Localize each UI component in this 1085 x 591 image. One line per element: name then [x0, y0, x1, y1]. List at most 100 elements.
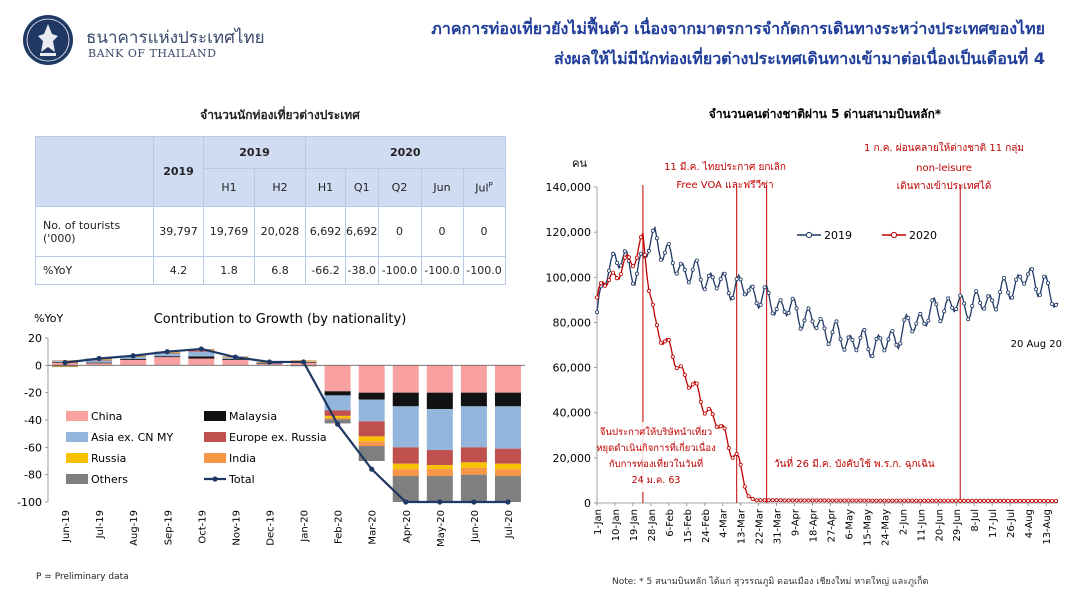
series-point-2020: [694, 381, 699, 386]
series-point-2020: [854, 498, 859, 503]
preliminary-mark: P: [488, 180, 493, 189]
series-point-2019: [930, 298, 935, 303]
series-point-2019: [782, 309, 787, 314]
series-point-2020: [810, 498, 815, 503]
bar-segment-russia: [426, 465, 453, 470]
legend-label-2019: 2019: [824, 229, 852, 242]
series-point-2020: [607, 278, 612, 283]
line-chart-end-label: 20 Aug 20: [1011, 339, 1062, 350]
series-point-2019: [882, 348, 887, 353]
legend-label-others: Others: [91, 473, 128, 486]
legend-swatch-marker-2019: [805, 231, 813, 239]
series-point-2019: [750, 284, 755, 289]
series-point-2020: [1049, 498, 1054, 503]
series-point-2019: [611, 251, 616, 256]
series-point-2019: [822, 326, 827, 331]
series-point-2020: [802, 498, 807, 503]
legend-label-total: Total: [228, 473, 255, 486]
series-point-2019: [910, 329, 915, 334]
series-point-2019: [770, 311, 775, 316]
bar-chart-x-tick-label: Nov-19: [231, 510, 242, 546]
bar-segment-china: [426, 365, 453, 393]
series-point-2020: [898, 498, 903, 503]
total-growth-point: [335, 421, 341, 427]
bank-name-thai: ธนาคารแห่งประเทศไทย: [86, 28, 265, 48]
line-chart-x-tick-label: 13-Aug: [1042, 509, 1053, 545]
series-point-2019: [786, 310, 791, 315]
series-point-2020: [774, 498, 779, 503]
bar-segment-china: [392, 365, 419, 393]
series-point-2020: [934, 498, 939, 503]
series-point-2019: [670, 260, 675, 265]
series-point-2020: [830, 498, 835, 503]
bar-segment-russia: [358, 436, 385, 442]
bar-segment-asia: [188, 351, 215, 357]
series-point-2019: [854, 348, 859, 353]
bar-segment-asia: [494, 406, 521, 449]
series-point-2019: [834, 319, 839, 324]
series-point-2020: [906, 498, 911, 503]
series-point-2020: [603, 283, 608, 288]
series-point-2020: [1033, 498, 1038, 503]
total-growth-point: [505, 499, 511, 505]
table-header-cell: H1: [203, 168, 255, 207]
bar-segment-russia: [460, 462, 487, 468]
legend-label-malaysia: Malaysia: [229, 410, 277, 423]
series-point-2019: [898, 341, 903, 346]
series-point-2020: [1010, 498, 1015, 503]
row-label-line-1: No. of tourists: [43, 218, 121, 232]
bar-segment-china: [494, 365, 521, 393]
line-chart-x-tick-label: 22-Mar: [755, 508, 766, 544]
bar-chart-x-tick-label: Jul-19: [95, 510, 106, 539]
series-point-2019: [690, 267, 695, 272]
series-point-2019: [902, 317, 907, 322]
legend-label-china: China: [91, 410, 122, 423]
series-point-2019: [798, 326, 803, 331]
series-point-2020: [910, 498, 915, 503]
series-point-2019: [794, 306, 799, 311]
series-point-2019: [678, 261, 683, 266]
bar-segment-russia: [324, 415, 351, 418]
bar-chart-x-tick-label: Sep-19: [163, 510, 174, 545]
table-cell: 39,797: [153, 206, 204, 257]
series-point-2019: [742, 292, 747, 297]
legend-swatch-marker-2020: [890, 231, 898, 239]
series-point-2020: [930, 498, 935, 503]
line-chart-x-tick-label: 24-May: [880, 509, 891, 546]
bar-chart-title: Contribution to Growth (by nationality): [154, 312, 407, 327]
series-point-2019: [942, 309, 947, 314]
series-point-2019: [607, 268, 612, 273]
series-point-2019: [710, 275, 715, 280]
table-header-cell-jul: JulP: [462, 168, 506, 207]
series-point-2020: [786, 498, 791, 503]
series-point-2019: [818, 316, 823, 321]
series-point-2019: [662, 250, 667, 255]
line-chart-y-tick-label: 60,000: [553, 362, 592, 375]
series-point-2019: [838, 337, 843, 342]
table-cell: -66.2: [305, 256, 346, 285]
bar-segment-russia: [392, 463, 419, 470]
legend-swatch-malaysia: [204, 411, 226, 421]
footnote-airports: Note: * 5 สนามบินหลัก ได้แก่ สุวรรณภูมิ …: [612, 577, 929, 587]
legend-label-russia: Russia: [91, 452, 126, 465]
total-growth-line: [64, 347, 508, 504]
series-point-2019: [802, 318, 807, 323]
series-point-2020: [946, 498, 951, 503]
series-point-2019: [658, 257, 663, 262]
legend-swatch-others: [66, 474, 88, 484]
series-point-2020: [878, 498, 883, 503]
series-point-2019: [790, 296, 795, 301]
series-point-2020: [714, 424, 719, 429]
table-cell: 20,028: [254, 206, 306, 257]
series-point-2019: [946, 296, 951, 301]
bar-segment-others: [426, 476, 453, 502]
series-point-2020: [790, 498, 795, 503]
total-growth-point: [198, 346, 204, 352]
table-cell: 6.8: [254, 256, 306, 285]
bar-segment-china: [358, 365, 385, 393]
line-chart-x-tick-label: 11-Jun: [916, 509, 927, 542]
series-point-2019: [1041, 274, 1046, 279]
table-row: No. of tourists ('000) 39,797 19,769 20,0…: [35, 206, 506, 257]
total-growth-point: [300, 359, 307, 365]
bar-chart-y-tick-label: 20: [28, 332, 42, 345]
